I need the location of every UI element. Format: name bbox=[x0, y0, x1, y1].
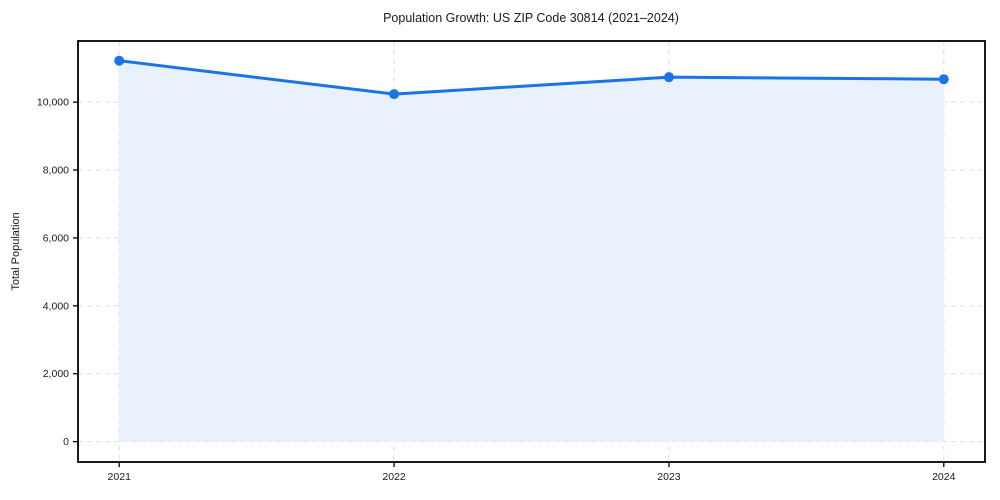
y-tick-label: 10,000 bbox=[37, 97, 69, 109]
y-tick-label: 8,000 bbox=[43, 165, 69, 177]
data-point-marker bbox=[114, 55, 125, 66]
data-point-marker bbox=[389, 89, 400, 100]
x-tick-label: 2023 bbox=[657, 471, 681, 483]
series-area bbox=[119, 60, 944, 442]
y-tick-label: 6,000 bbox=[43, 232, 69, 244]
data-point-marker bbox=[663, 72, 674, 83]
x-tick-label: 2022 bbox=[382, 471, 406, 483]
data-point-marker bbox=[938, 74, 949, 85]
chart-title: Population Growth: US ZIP Code 30814 (20… bbox=[383, 11, 679, 25]
y-tick-label: 0 bbox=[63, 436, 69, 448]
series-line bbox=[117, 59, 946, 96]
y-axis-label: Total Population bbox=[10, 212, 22, 290]
y-tick-label: 4,000 bbox=[43, 300, 69, 312]
plot-area: 0 2,000 4,000 6,000 8,000 10,000 2021 2022 2023 2… bbox=[37, 40, 986, 483]
x-tick-label: 2024 bbox=[932, 471, 956, 483]
plot-border bbox=[77, 40, 986, 463]
y-tick-label: 2,000 bbox=[43, 368, 69, 380]
x-tick-label: 2021 bbox=[108, 471, 132, 483]
